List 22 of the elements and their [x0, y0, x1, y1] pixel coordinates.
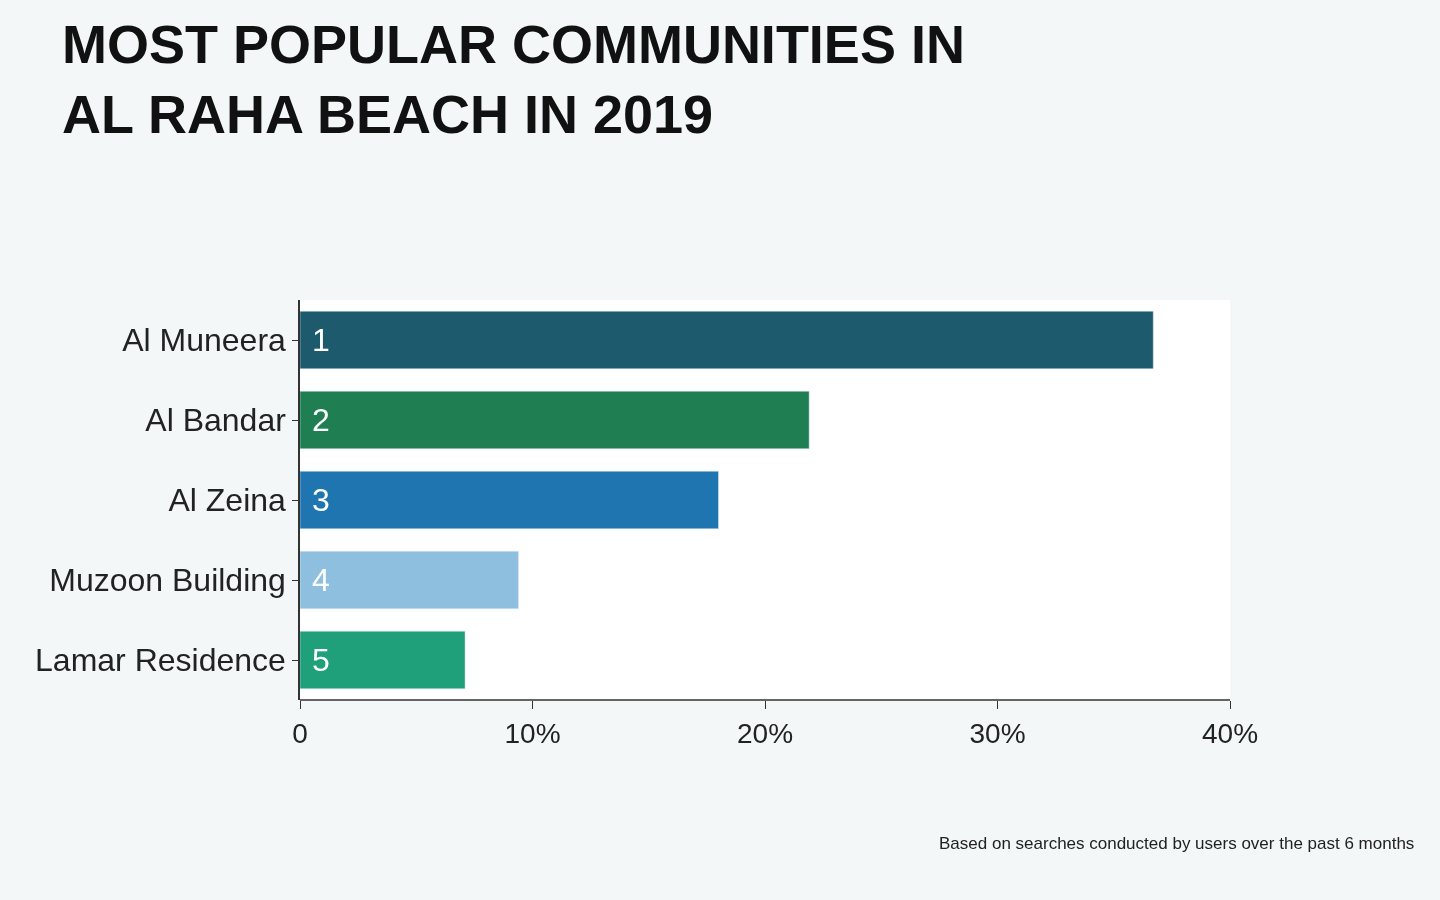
annotation: 3	[312, 482, 330, 518]
bar	[300, 310, 1154, 370]
y-tick-label: Al Zeina	[168, 482, 287, 519]
text: Based on searches conducted by users over the past 6 months	[939, 834, 1415, 853]
annotation: 2	[312, 402, 330, 438]
y-tick-label: Lamar Residence	[35, 642, 286, 679]
x-tick-label: 10%	[504, 717, 561, 749]
annotation: 5	[312, 642, 330, 678]
x-tick-label: 30%	[969, 717, 1026, 749]
annotation: 4	[312, 562, 330, 598]
y-tick-label: Al Muneera	[122, 322, 287, 359]
x-tick-label: 40%	[1201, 717, 1259, 749]
y-tick-label: Muzoon Building	[49, 562, 286, 599]
chart-title: MOST POPULAR COMMUNITIES IN AL RAHA BEACH IN 2019	[61, 14, 965, 145]
bar	[300, 550, 519, 610]
bar	[300, 630, 466, 690]
bar	[300, 390, 810, 450]
y-tick-label: Al Bandar	[145, 402, 287, 439]
bar	[300, 470, 719, 530]
x-tick-label: 20%	[736, 717, 794, 749]
x-tick-label: 0	[292, 717, 308, 749]
annotation: 1	[312, 322, 330, 358]
